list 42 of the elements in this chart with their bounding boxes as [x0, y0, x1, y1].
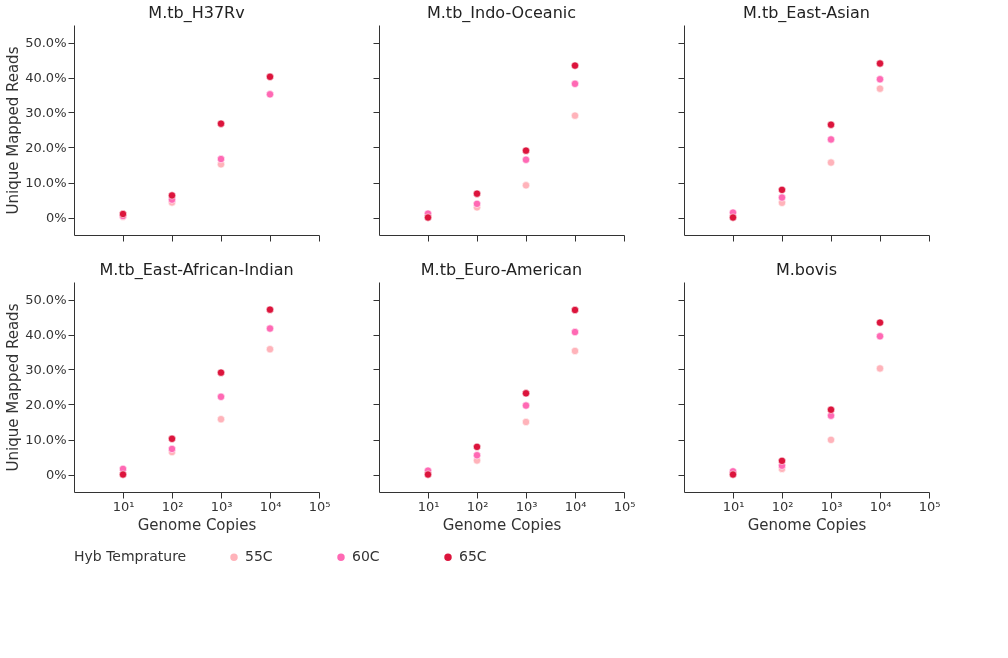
y-tick-label: 30.0% [25, 105, 67, 120]
chart-title: M.bovis [775, 260, 838, 279]
legend-label: 55C [245, 548, 273, 565]
legend-title: Hyb Temprature [74, 548, 187, 564]
chart-title: M.tb_Indo-Oceanic [426, 3, 577, 23]
chart-title: M.tb_East-Asian [743, 3, 870, 23]
x-tick-label: 10⁵ [308, 498, 331, 514]
y-tick-label: 20.0% [25, 140, 67, 155]
y-tick-label: 0% [45, 210, 67, 225]
x-tick-label: 10² [771, 498, 794, 514]
x-tick-label: 10⁴ [259, 498, 282, 514]
legend-label: 65C [459, 548, 487, 565]
y-axis-title: Unique Mapped Reads [4, 303, 23, 472]
y-tick-label: 40.0% [25, 327, 67, 342]
x-tick-label: 10² [161, 498, 184, 514]
chart-title: M.tb_East-African-Indian [99, 260, 294, 280]
x-axis-title: Genome Copies [747, 515, 867, 534]
y-tick-label: 30.0% [25, 362, 67, 377]
y-axis-title: Unique Mapped Reads [4, 46, 23, 215]
x-tick-label: 10⁴ [869, 498, 892, 514]
chart-title: M.tb_Euro-American [420, 260, 583, 280]
x-tick-label: 10¹ [722, 498, 745, 514]
x-tick-label: 10³ [820, 498, 843, 514]
x-tick-label: 10⁵ [613, 498, 636, 514]
y-tick-label: 10.0% [25, 175, 67, 190]
x-axis-title: Genome Copies [442, 515, 562, 534]
chart-title: M.tb_H37Rv [148, 3, 245, 23]
y-tick-label: 10.0% [25, 432, 67, 447]
x-tick-label: 10⁴ [564, 498, 587, 514]
x-tick-label: 10⁵ [918, 498, 941, 514]
y-tick-label: 40.0% [25, 70, 67, 85]
x-tick-label: 10³ [515, 498, 538, 514]
y-tick-label: 50.0% [25, 292, 67, 307]
x-axis-title: Genome Copies [137, 515, 257, 534]
x-tick-label: 10¹ [417, 498, 440, 514]
x-tick-label: 10³ [210, 498, 233, 514]
y-tick-label: 50.0% [25, 35, 67, 50]
y-tick-label: 0% [45, 467, 67, 482]
x-tick-label: 10² [466, 498, 489, 514]
legend-label: 60C [352, 548, 380, 565]
x-tick-label: 10¹ [112, 498, 135, 514]
y-tick-label: 20.0% [25, 397, 67, 412]
